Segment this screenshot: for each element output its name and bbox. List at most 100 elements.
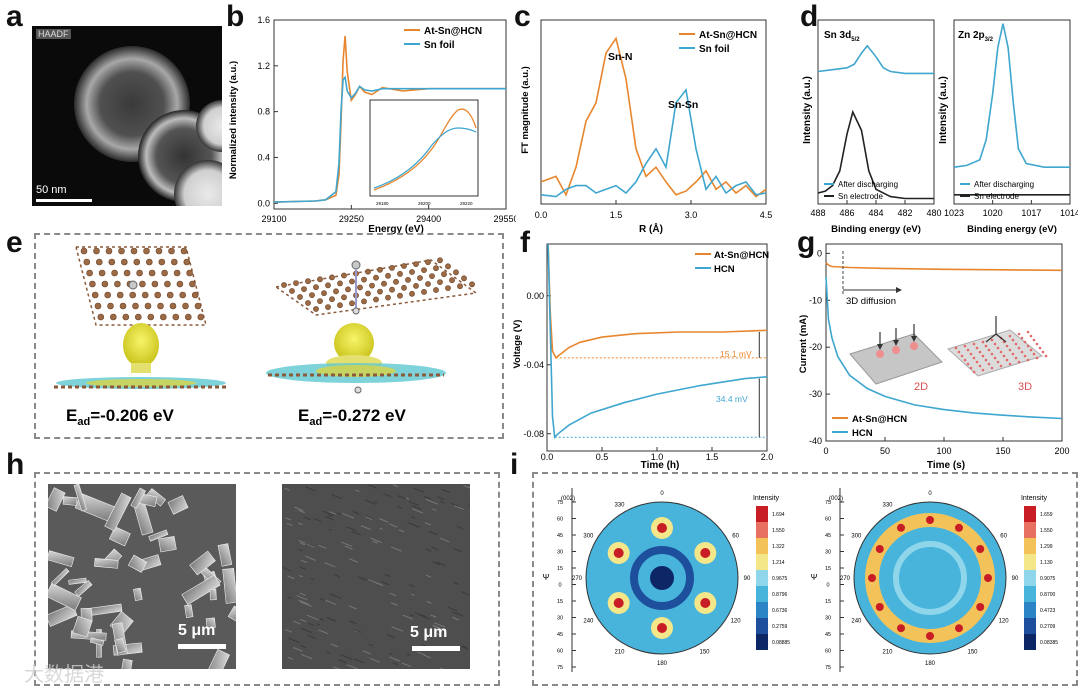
- texture-mark: [351, 531, 361, 536]
- angle-tick-label: 90: [744, 576, 751, 582]
- texture-mark: [348, 620, 357, 625]
- texture-mark: [368, 484, 377, 489]
- scale-bar-label: 5 μm: [410, 624, 448, 641]
- carbon-atom: [329, 296, 335, 303]
- charge-density-blob: [123, 323, 159, 367]
- colorbar-label: 0.9675: [772, 576, 788, 582]
- angle-tick-label: 300: [583, 534, 594, 540]
- texture-mark: [306, 614, 319, 621]
- carbon-atom: [123, 269, 131, 277]
- energy-left: Ead=-0.206 eV: [66, 406, 174, 428]
- texture-mark: [368, 579, 380, 585]
- carbon-atom: [433, 287, 439, 293]
- colorbar-label: 0.9075: [1040, 576, 1056, 582]
- chart-c-frame: [540, 19, 767, 205]
- texture-mark: [411, 516, 416, 519]
- carbon-atom: [445, 263, 451, 270]
- carbon-atom: [457, 283, 463, 290]
- panel-label-i: i: [510, 448, 519, 481]
- texture-mark: [324, 562, 336, 568]
- pole-feature: [926, 516, 934, 524]
- series-line-sn-electrode: [817, 109, 934, 200]
- texture-mark: [461, 646, 469, 650]
- carbon-atom: [108, 258, 116, 266]
- x-tick-label: 480: [926, 208, 941, 218]
- deposit-dot: [963, 344, 967, 348]
- colorbar-label: 1.550: [772, 528, 785, 534]
- colorbar-label: 1.130: [1040, 560, 1053, 566]
- texture-mark: [431, 560, 441, 566]
- psi-tick-label: 45: [557, 632, 563, 638]
- texture-mark: [379, 518, 389, 523]
- legend-sn-foil: Sn foil: [424, 40, 455, 51]
- chart-g-frame: [825, 243, 1063, 442]
- deposit-dot: [1032, 352, 1036, 356]
- carbon-atom: [377, 288, 383, 295]
- carbon-atom: [155, 247, 163, 255]
- flake: [130, 487, 146, 509]
- texture-mark: [408, 584, 415, 588]
- flake: [127, 554, 148, 573]
- psi-tick-label: 30: [825, 550, 831, 556]
- particle: [174, 160, 222, 206]
- pole-feature: [657, 623, 667, 633]
- texture-mark: [300, 618, 307, 623]
- inset-curve-at-sn-hcn: [373, 108, 477, 191]
- flake: [209, 588, 217, 601]
- x-tick-label: 1.5: [610, 210, 623, 220]
- x-tick-label: 100: [936, 446, 951, 456]
- deposit-dot: [987, 362, 991, 366]
- y-tick-label: 0.4: [257, 152, 270, 162]
- colorbar-swatch: [756, 634, 768, 650]
- texture-mark: [298, 548, 303, 552]
- x-tick-label: 484: [868, 208, 883, 218]
- series-line-hcn: [547, 243, 768, 439]
- texture-mark: [348, 558, 359, 563]
- carbon-atom: [397, 271, 403, 277]
- texture-mark: [368, 643, 373, 647]
- colorbar-label: 1.299: [1040, 544, 1053, 550]
- texture-mark: [353, 658, 365, 664]
- texture-mark: [430, 614, 437, 618]
- flake: [222, 567, 236, 604]
- texture-mark: [362, 650, 372, 655]
- texture-mark: [298, 540, 306, 544]
- carbon-atom: [337, 302, 343, 309]
- deposit-dot: [954, 346, 958, 350]
- colorbar-swatch: [1024, 586, 1036, 602]
- carbon-atom: [449, 277, 455, 284]
- colorbar-swatch: [1024, 634, 1036, 650]
- psi-label: Ψ: [543, 573, 550, 582]
- carbon-atom: [130, 247, 138, 255]
- angle-tick-label: 270: [840, 576, 851, 582]
- texture-mark: [389, 656, 401, 662]
- carbon-atom: [305, 300, 311, 306]
- angle-tick-label: 90: [1012, 576, 1019, 582]
- colorbar-label: 1.550: [1040, 528, 1053, 534]
- texture-mark: [402, 614, 413, 620]
- carbon-atom: [107, 302, 114, 310]
- flake: [217, 543, 233, 567]
- colorbar-label: 1.322: [772, 544, 785, 550]
- texture-mark: [386, 634, 396, 639]
- inset-tick: 29220: [460, 201, 473, 206]
- y-tick-label: -40: [809, 436, 822, 446]
- deposit-dot: [978, 364, 982, 368]
- texture-mark: [347, 664, 358, 669]
- deposit-dot: [1008, 334, 1012, 338]
- angle-tick-label: 0: [660, 491, 664, 497]
- flake: [205, 617, 216, 629]
- deposit-dot: [1023, 354, 1027, 358]
- y-tick-label: 0.0: [257, 198, 270, 208]
- chart-d2-ylabel: Intensity (a.u.): [938, 76, 949, 144]
- texture-mark: [286, 522, 293, 526]
- flake: [94, 558, 119, 569]
- x-tick-label: 2.0: [761, 452, 774, 462]
- texture-mark: [434, 622, 445, 628]
- pole-feature: [955, 624, 963, 633]
- carbon-atom: [86, 269, 93, 277]
- colorbar-swatch: [756, 554, 768, 570]
- legend-at-sn-hcn: At-Sn@HCN: [424, 26, 482, 37]
- carbon-atom: [397, 292, 403, 299]
- carbon-atom: [297, 294, 303, 300]
